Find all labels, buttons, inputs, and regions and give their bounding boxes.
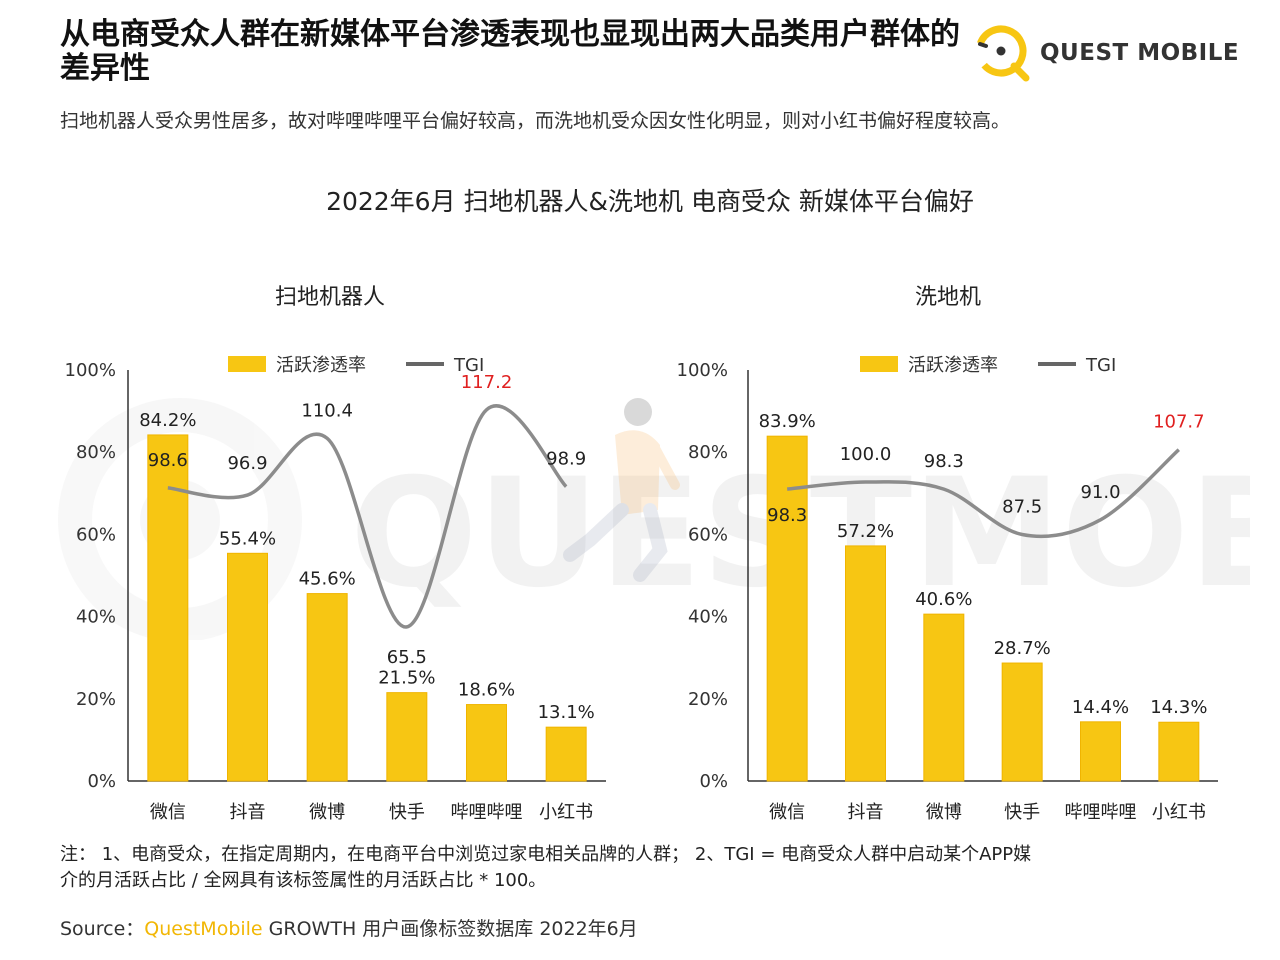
chart-main-title: 2022年6月 扫地机器人&洗地机 电商受众 新媒体平台偏好	[326, 187, 974, 216]
legend-line-label: TGI	[453, 355, 484, 376]
y-tick-label: 60%	[688, 524, 728, 545]
tgi-value-label: 100.0	[840, 444, 892, 465]
bar-value-label: 21.5%	[378, 668, 435, 689]
bar-value-label: 18.6%	[458, 680, 515, 701]
y-tick-label: 80%	[76, 442, 116, 463]
legend-bar-label: 活跃渗透率	[908, 355, 998, 376]
tgi-value-label: 98.9	[546, 449, 586, 470]
tgi-value-label-highlight: 107.7	[1153, 412, 1205, 433]
x-tick-label: 微博	[926, 802, 962, 823]
footnote: 注： 1、电商受众，在指定周期内，在电商平台中浏览过家电相关品牌的人群； 2、T…	[60, 842, 1230, 894]
tgi-value-label: 98.6	[148, 450, 188, 471]
tgi-value-label: 98.3	[767, 505, 807, 526]
questmobile-logo-icon	[975, 25, 1030, 82]
panel-title: 洗地机	[915, 285, 981, 310]
y-tick-label: 80%	[688, 442, 728, 463]
panel-title: 扫地机器人	[275, 285, 385, 310]
x-tick-label: 小红书	[1152, 802, 1206, 823]
bar	[923, 613, 965, 782]
legend-line-label: TGI	[1085, 355, 1116, 376]
bar-value-label: 55.4%	[219, 528, 276, 549]
tgi-line	[167, 404, 568, 629]
questmobile-logo: QUEST MOBILE	[970, 22, 1240, 82]
bar-value-label: 14.4%	[1072, 697, 1129, 718]
tgi-value-label: 91.0	[1080, 482, 1120, 503]
legend-bar-swatch	[860, 356, 898, 372]
tgi-value-label: 65.5	[387, 647, 427, 668]
tgi-line	[787, 448, 1180, 539]
x-tick-label: 快手	[389, 802, 425, 823]
footnote-line-2: 介的月活跃占比 / 全网具有该标签属性的月活跃占比 * 100。	[60, 870, 547, 891]
y-tick-label: 0%	[87, 771, 116, 792]
bar-value-label: 40.6%	[915, 589, 972, 610]
source-brand: QuestMobile	[144, 918, 263, 940]
bar	[466, 704, 507, 782]
x-tick-label: 微信	[769, 802, 805, 823]
bar	[545, 726, 587, 782]
legend-bar-swatch	[228, 356, 266, 372]
y-tick-label: 20%	[76, 689, 116, 710]
y-tick-label: 40%	[76, 607, 116, 628]
y-tick-label: 100%	[677, 360, 728, 381]
tgi-value-label: 96.9	[227, 453, 267, 474]
bar	[1001, 662, 1043, 782]
tgi-value-label-highlight: 117.2	[461, 372, 513, 393]
bar	[227, 552, 268, 782]
y-tick-label: 0%	[699, 771, 728, 792]
x-tick-label: 微信	[150, 802, 186, 823]
bar	[147, 434, 189, 782]
x-tick-label: 小红书	[539, 802, 593, 823]
source-line: Source：QuestMobile GROWTH 用户画像标签数据库 2022…	[60, 914, 638, 941]
page-title: 从电商受众人群在新媒体平台渗透表现也显现出两大品类用户群体的差异性	[60, 17, 960, 86]
bar	[845, 545, 886, 782]
legend-bar-label: 活跃渗透率	[276, 355, 366, 376]
x-tick-label: 抖音	[230, 802, 266, 823]
bar	[1158, 721, 1200, 782]
x-tick-label: 哔哩哔哩	[1065, 802, 1137, 823]
y-tick-label: 100%	[65, 360, 116, 381]
bar-value-label: 57.2%	[837, 521, 894, 542]
x-tick-label: 微博	[309, 802, 345, 823]
bar-value-label: 13.1%	[538, 702, 595, 723]
bar-value-label: 28.7%	[994, 638, 1051, 659]
bar	[386, 692, 428, 782]
bar-value-label: 45.6%	[299, 569, 356, 590]
y-tick-label: 40%	[688, 607, 728, 628]
bar-value-label: 83.9%	[759, 411, 816, 432]
source-suffix: GROWTH 用户画像标签数据库 2022年6月	[262, 918, 638, 940]
source-prefix: Source：	[60, 918, 145, 940]
tgi-value-label: 87.5	[1002, 497, 1042, 518]
bar-value-label: 84.2%	[139, 410, 196, 431]
tgi-value-label: 110.4	[301, 400, 353, 421]
logo-text: QUEST MOBILE	[1040, 40, 1240, 66]
y-tick-label: 60%	[76, 524, 116, 545]
x-tick-label: 哔哩哔哩	[451, 802, 523, 823]
y-tick-label: 20%	[688, 689, 728, 710]
bar	[306, 593, 348, 782]
page-subtitle: 扫地机器人受众男性居多，故对哔哩哔哩平台偏好较高，而洗地机受众因女性化明显，则对…	[60, 110, 1011, 132]
bar	[1080, 721, 1121, 782]
bar	[766, 435, 808, 782]
tgi-value-label: 98.3	[924, 451, 964, 472]
footnote-line-1: 注： 1、电商受众，在指定周期内，在电商平台中浏览过家电相关品牌的人群； 2、T…	[60, 844, 1032, 865]
bar-value-label: 14.3%	[1150, 697, 1207, 718]
x-tick-label: 抖音	[848, 802, 884, 823]
x-tick-label: 快手	[1004, 802, 1040, 823]
